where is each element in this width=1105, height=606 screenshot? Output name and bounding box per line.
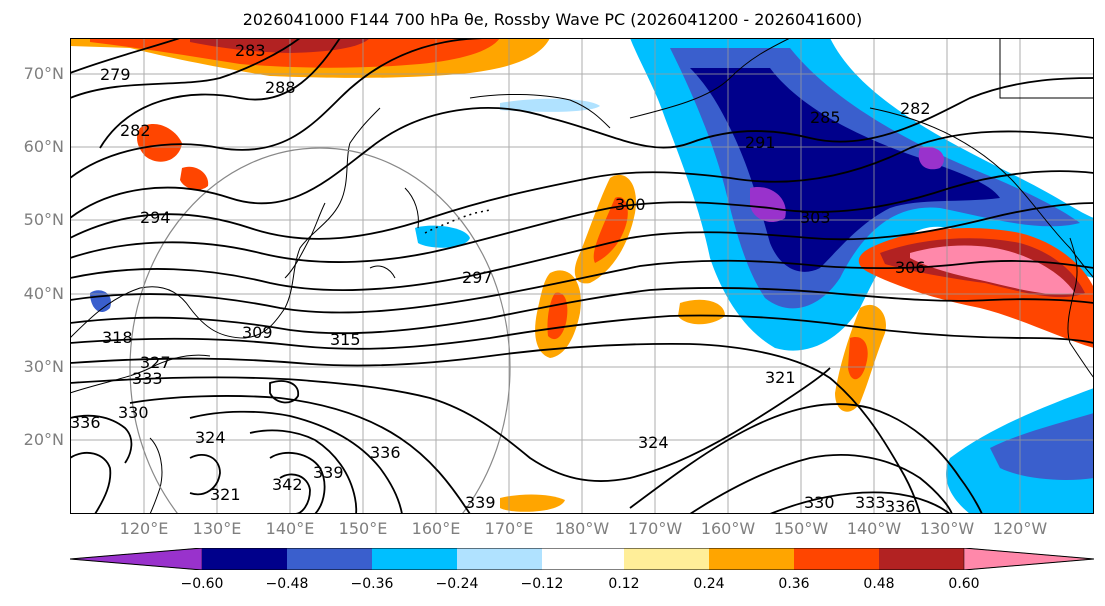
warm-anomaly [910,245,1075,295]
lon-label: 130°E [192,519,242,538]
chart-title: 2026041000 F144 700 hPa θe, Rossby Wave … [242,10,863,29]
colorbar-segment [542,548,624,570]
colorbar-segment [70,548,203,570]
cold-anomaly [415,225,470,248]
colorbar-tick: −0.60 [180,576,224,592]
colorbar-tick: −0.24 [435,576,479,592]
contour-label: 330 [118,403,149,422]
contour-label: 282 [120,121,151,140]
contour-label: 294 [140,208,171,227]
cold-anomaly [918,147,944,170]
colorbar-segment [287,548,372,570]
coastlines [70,38,1094,514]
colorbar-tick: −0.48 [265,576,309,592]
warm-anomaly [90,38,500,68]
contour-label: 330 [804,493,835,512]
contour-label: 336 [885,497,916,514]
lat-label: 30°N [23,357,64,376]
contour-label: 318 [102,328,133,347]
warm-anomaly [180,166,209,190]
anomaly-shading [70,38,1094,514]
contour-label: 279 [100,65,131,84]
contour-label: 282 [900,99,931,118]
contour-label: 336 [370,443,401,462]
contour-label: 324 [638,433,669,452]
colorbar-segment [963,548,1094,570]
lat-label: 70°N [23,64,64,83]
cold-anomaly [750,187,786,223]
lon-label: 140°E [265,519,315,538]
lon-label: 150°W [773,519,829,538]
warm-anomaly [500,494,565,512]
lat-label: 60°N [23,137,64,156]
contour-label: 339 [313,463,344,482]
colorbar-tick: 0.60 [948,576,980,592]
lon-label: 170°E [484,519,534,538]
lon-label: 130°W [919,519,975,538]
contour-label: 306 [895,258,926,277]
lon-label: 120°E [119,519,169,538]
contour-label: 333 [132,369,163,388]
colorbar-segment [202,548,287,570]
contour-label: 315 [330,330,361,349]
lat-label: 40°N [23,284,64,303]
contour-label: 291 [745,133,776,152]
colorbar-segment [372,548,457,570]
contour-label: 303 [800,208,831,227]
colorbar-segment [794,548,879,570]
lon-label: 140°W [846,519,902,538]
lon-label: 160°E [411,519,461,538]
colorbar-segment [457,548,542,570]
contour-label: 336 [70,413,101,432]
lon-label: 180°W [554,519,610,538]
reference-circle [129,147,511,514]
warm-anomaly [593,197,628,263]
contour-label: 321 [765,368,796,387]
aleutian-islands [424,209,491,234]
lon-label: 150°E [338,519,388,538]
warm-anomaly [190,38,370,53]
colorbar [70,548,1094,570]
lon-label: 120°W [992,519,1048,538]
cold-anomaly [990,413,1094,480]
contour-label: 288 [265,78,296,97]
contour-label: 333 [855,493,886,512]
map-frame [70,38,1094,514]
colorbar-segment [709,548,794,570]
contour-label: 285 [810,108,841,127]
map-panel: 283 279 282 288 294 297 300 291 285 282 … [70,38,1094,514]
colorbar-tick: 0.36 [778,576,810,592]
lon-label: 170°W [627,519,683,538]
contour-label: 324 [195,428,226,447]
colorbar-tick: 0.12 [608,576,640,592]
warm-anomaly [137,123,182,162]
colorbar-segment [624,548,709,570]
warm-anomaly [848,337,868,380]
contour-label: 297 [462,268,493,287]
colorbar-tick: 0.24 [693,576,725,592]
contour-label: 283 [235,41,266,60]
contour-label: 321 [210,485,241,504]
contour-label: 309 [242,323,273,342]
contour-label: 342 [272,475,303,494]
contour-labels: 283 279 282 288 294 297 300 291 285 282 … [70,41,931,514]
contour-label: 300 [615,195,646,214]
colorbar-segment [879,548,964,570]
lon-label: 160°W [700,519,756,538]
theta-e-contours [70,38,1094,514]
colorbar-tick: −0.12 [520,576,564,592]
colorbar-tick: −0.36 [350,576,394,592]
warm-anomaly [678,299,725,325]
lat-label: 20°N [23,430,64,449]
graticule [70,38,1094,514]
contour-label: 339 [465,493,496,512]
contour-label: 327 [140,353,171,372]
lat-label: 50°N [23,210,64,229]
colorbar-tick: 0.48 [863,576,895,592]
